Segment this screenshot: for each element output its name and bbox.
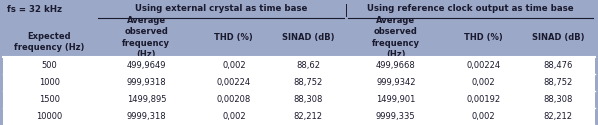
Text: 1000: 1000	[39, 78, 60, 87]
Text: 0,00224: 0,00224	[466, 61, 501, 70]
Text: 0,00208: 0,00208	[216, 95, 251, 104]
Text: 0,002: 0,002	[471, 78, 495, 87]
Text: Using external crystal as time base: Using external crystal as time base	[135, 4, 307, 13]
Bar	[3, 74, 595, 91]
Text: Expected
frequency (Hz): Expected frequency (Hz)	[14, 32, 85, 52]
Text: 0,002: 0,002	[222, 112, 246, 121]
Text: 499,9668: 499,9668	[376, 61, 416, 70]
Text: 999,9342: 999,9342	[376, 78, 416, 87]
Text: SINAD (dB): SINAD (dB)	[532, 33, 584, 42]
Text: 88,752: 88,752	[294, 78, 323, 87]
Text: 9999,335: 9999,335	[376, 112, 416, 121]
Bar	[3, 91, 595, 108]
Text: 88,308: 88,308	[294, 95, 323, 104]
Text: Using reference clock output as time base: Using reference clock output as time bas…	[367, 4, 573, 13]
Text: THD (%): THD (%)	[464, 33, 503, 42]
Text: 1500: 1500	[39, 95, 60, 104]
Text: 499,9649: 499,9649	[127, 61, 166, 70]
Text: 1499,901: 1499,901	[376, 95, 416, 104]
Text: 88,752: 88,752	[543, 78, 572, 87]
Text: fs = 32 kHz: fs = 32 kHz	[7, 5, 62, 14]
Bar	[3, 108, 595, 125]
Text: 88,308: 88,308	[543, 95, 572, 104]
Text: THD (%): THD (%)	[215, 33, 253, 42]
Text: 82,212: 82,212	[294, 112, 323, 121]
Text: 0,00224: 0,00224	[217, 78, 251, 87]
Text: 0,002: 0,002	[471, 112, 495, 121]
Text: 10000: 10000	[36, 112, 63, 121]
Text: 1499,895: 1499,895	[127, 95, 166, 104]
Bar	[3, 1, 595, 56]
Text: 88,476: 88,476	[543, 61, 572, 70]
Bar	[3, 56, 595, 74]
Text: 88,62: 88,62	[296, 61, 321, 70]
Text: 82,212: 82,212	[543, 112, 572, 121]
Text: 500: 500	[42, 61, 57, 70]
Text: 0,002: 0,002	[222, 61, 246, 70]
Text: 9999,318: 9999,318	[127, 112, 166, 121]
Text: Average
observed
frequency
(Hz): Average observed frequency (Hz)	[372, 16, 420, 59]
Text: 0,00192: 0,00192	[466, 95, 501, 104]
Text: SINAD (dB): SINAD (dB)	[282, 33, 334, 42]
Text: Average
observed
frequency
(Hz): Average observed frequency (Hz)	[123, 16, 170, 59]
Text: 999,9318: 999,9318	[127, 78, 166, 87]
